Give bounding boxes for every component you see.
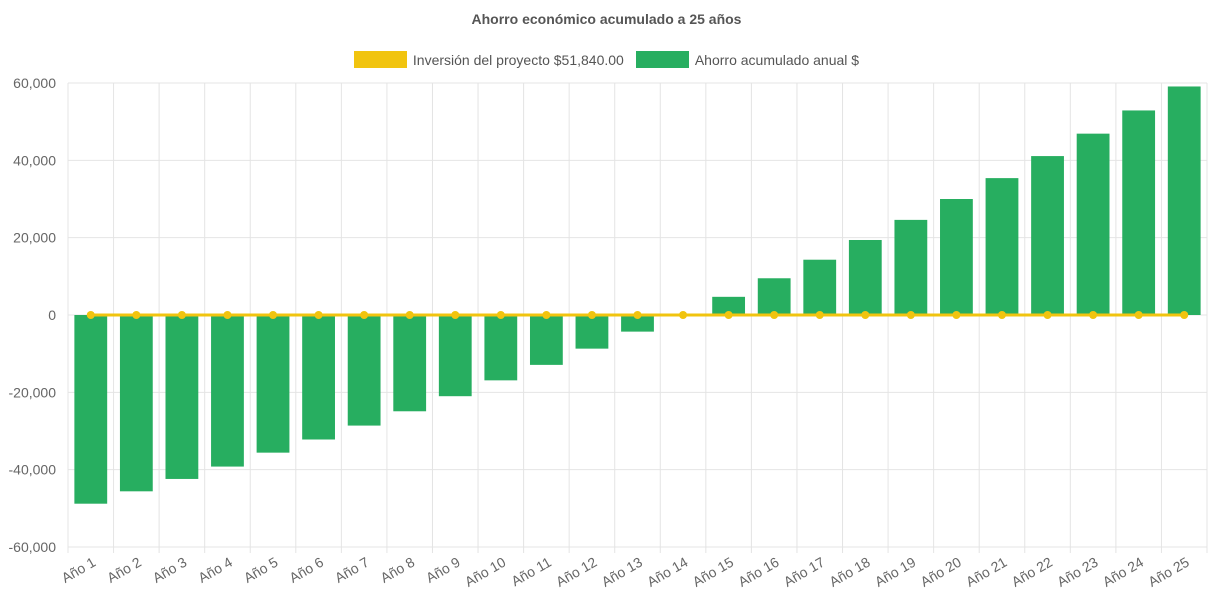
x-tick-label: Año 1 bbox=[59, 554, 99, 586]
x-tick-label: Año 4 bbox=[195, 554, 235, 586]
line-point[interactable] bbox=[815, 311, 824, 319]
line-point[interactable] bbox=[542, 311, 551, 319]
x-tick-label: Año 15 bbox=[690, 554, 737, 590]
x-tick-label: Año 22 bbox=[1009, 554, 1056, 590]
x-tick-label: Año 21 bbox=[963, 554, 1010, 590]
x-tick-label: Año 11 bbox=[508, 554, 554, 590]
x-tick-label: Año 6 bbox=[286, 554, 326, 586]
x-tick-label: Año 18 bbox=[826, 554, 873, 590]
bar-año-3[interactable] bbox=[165, 315, 199, 479]
line-point[interactable] bbox=[86, 311, 95, 319]
line-point[interactable] bbox=[587, 311, 596, 319]
line-point[interactable] bbox=[496, 311, 505, 319]
x-tick-label: Año 17 bbox=[781, 554, 828, 590]
legend-label-inversion: Inversión del proyecto $51,840.00 bbox=[412, 51, 624, 68]
bar-año-21[interactable] bbox=[985, 178, 1019, 315]
line-point[interactable] bbox=[633, 311, 642, 319]
x-tick-label: Año 3 bbox=[150, 554, 190, 586]
line-point[interactable] bbox=[132, 311, 141, 319]
x-tick-label: Año 13 bbox=[599, 554, 646, 590]
line-point[interactable] bbox=[952, 311, 961, 319]
bar-año-7[interactable] bbox=[347, 315, 381, 426]
line-point[interactable] bbox=[770, 311, 779, 319]
bar-año-10[interactable] bbox=[484, 315, 518, 381]
line-point[interactable] bbox=[451, 311, 460, 319]
y-tick-label: 0 bbox=[48, 307, 56, 323]
bar-año-12[interactable] bbox=[575, 315, 609, 349]
line-point[interactable] bbox=[679, 311, 688, 319]
bar-año-16[interactable] bbox=[757, 278, 791, 315]
line-point[interactable] bbox=[997, 311, 1006, 319]
y-tick-label: -60,000 bbox=[9, 539, 57, 555]
bar-año-13[interactable] bbox=[621, 315, 654, 332]
legend-swatch-inversion bbox=[353, 51, 407, 68]
x-tick-label: Año 10 bbox=[462, 554, 509, 590]
chart-title: Ahorro económico acumulado a 25 años bbox=[471, 11, 742, 27]
bar-año-4[interactable] bbox=[211, 315, 244, 467]
legend-label-ahorro: Ahorro acumulado anual $ bbox=[694, 51, 860, 68]
bar-año-6[interactable] bbox=[302, 315, 335, 440]
bar-año-17[interactable] bbox=[803, 259, 837, 315]
x-tick-label: Año 23 bbox=[1054, 554, 1101, 590]
y-tick-label: -20,000 bbox=[9, 384, 57, 400]
line-point[interactable] bbox=[1043, 311, 1052, 319]
line-point[interactable] bbox=[724, 311, 733, 319]
x-tick-label: Año 7 bbox=[332, 554, 372, 586]
x-tick-label: Año 5 bbox=[241, 554, 281, 586]
line-point[interactable] bbox=[861, 311, 870, 319]
bar-año-15[interactable] bbox=[712, 296, 746, 315]
line-point[interactable] bbox=[906, 311, 915, 319]
x-tick-label: Año 20 bbox=[917, 554, 964, 590]
y-tick-label: -40,000 bbox=[9, 462, 57, 478]
x-tick-label: Año 25 bbox=[1145, 554, 1192, 590]
legend-item-inversion[interactable]: Inversión del proyecto $51,840.00 bbox=[353, 51, 624, 68]
bar-año-1[interactable] bbox=[74, 315, 108, 504]
x-tick-label: Año 16 bbox=[735, 554, 782, 590]
line-point[interactable] bbox=[360, 311, 369, 319]
line-point[interactable] bbox=[1180, 311, 1189, 319]
bar-año-9[interactable] bbox=[438, 315, 472, 397]
bar-año-11[interactable] bbox=[529, 315, 563, 365]
line-point[interactable] bbox=[177, 311, 186, 319]
x-tick-label: Año 19 bbox=[872, 554, 919, 590]
bar-año-19[interactable] bbox=[894, 219, 928, 315]
legend-swatch-ahorro bbox=[635, 51, 689, 68]
x-tick-label: Año 12 bbox=[553, 554, 600, 590]
x-tick-label: Año 14 bbox=[644, 554, 691, 590]
bar-año-22[interactable] bbox=[1031, 156, 1064, 315]
bar-año-23[interactable] bbox=[1076, 133, 1110, 315]
y-tick-label: 60,000 bbox=[13, 75, 56, 91]
chart-legend: Inversión del proyecto $51,840.00 Ahorro… bbox=[0, 51, 1213, 68]
bar-año-5[interactable] bbox=[256, 315, 290, 453]
line-point[interactable] bbox=[314, 311, 323, 319]
x-tick-label: Año 2 bbox=[104, 554, 144, 586]
line-point[interactable] bbox=[223, 311, 232, 319]
bar-año-2[interactable] bbox=[119, 315, 153, 492]
line-point[interactable] bbox=[1089, 311, 1098, 319]
bar-año-8[interactable] bbox=[393, 315, 427, 412]
bar-año-25[interactable] bbox=[1167, 86, 1201, 315]
x-tick-label: Año 24 bbox=[1100, 554, 1147, 590]
bar-año-18[interactable] bbox=[848, 239, 882, 315]
line-point[interactable] bbox=[405, 311, 414, 319]
line-point[interactable] bbox=[269, 311, 278, 319]
line-point[interactable] bbox=[1134, 311, 1143, 319]
legend-item-ahorro[interactable]: Ahorro acumulado anual $ bbox=[635, 51, 860, 68]
bar-año-24[interactable] bbox=[1122, 110, 1156, 315]
x-tick-label: Año 8 bbox=[378, 554, 418, 586]
y-tick-label: 20,000 bbox=[13, 230, 56, 246]
bar-año-20[interactable] bbox=[940, 199, 973, 315]
x-tick-label: Año 9 bbox=[423, 554, 463, 586]
y-tick-label: 40,000 bbox=[13, 152, 56, 168]
